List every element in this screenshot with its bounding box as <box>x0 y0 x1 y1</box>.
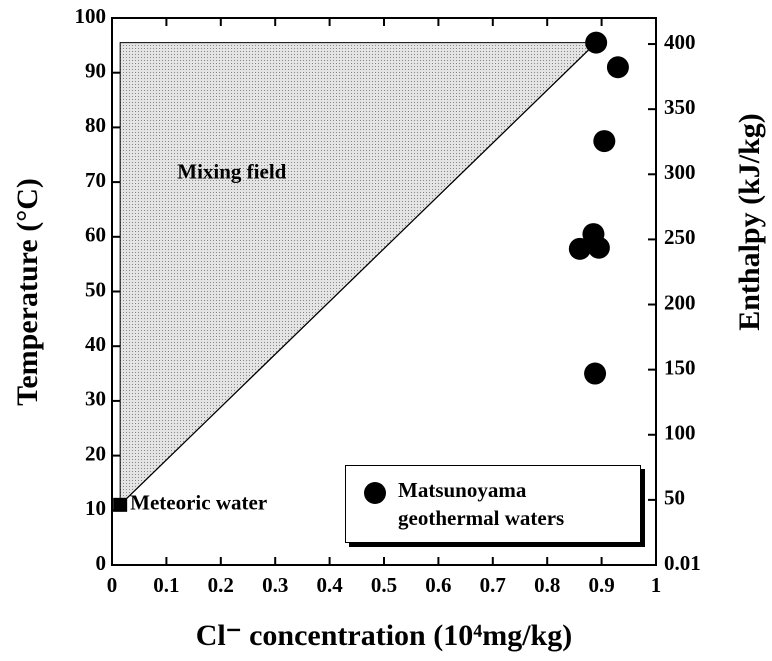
data-point <box>587 236 610 259</box>
meteoric-label: Meteoric water <box>130 491 267 515</box>
data-point <box>585 31 608 54</box>
y2-tick-label: 400 <box>664 30 696 54</box>
y2-tick-label: 100 <box>664 421 696 445</box>
x-tick-label: 0.5 <box>371 573 397 597</box>
data-point <box>584 362 607 385</box>
x-tick-label: 0.4 <box>316 573 343 597</box>
y-tick-label: 30 <box>85 387 106 411</box>
x-tick-label: 0.2 <box>208 573 234 597</box>
y-tick-label: 20 <box>85 441 106 465</box>
x-tick-label: 0.9 <box>588 573 614 597</box>
data-point <box>568 237 591 260</box>
x-tick-label: 0 <box>107 573 118 597</box>
y2-tick-label: 250 <box>664 225 696 249</box>
legend: Matsunoyama geothermal waters <box>345 465 641 543</box>
y2-tick-label: 350 <box>664 95 696 119</box>
x-tick-label: 0.7 <box>480 573 506 597</box>
y-axis-label: Temperature (°C) <box>11 178 44 406</box>
y2-tick-label: 0.01 <box>664 551 701 575</box>
y-tick-label: 100 <box>75 4 107 28</box>
y-tick-label: 60 <box>85 223 106 247</box>
y2-tick-label: 150 <box>664 355 696 379</box>
y-tick-label: 80 <box>85 113 106 137</box>
annotation: Mixing field <box>177 160 286 184</box>
y2-tick-label: 300 <box>664 160 696 184</box>
data-point <box>606 56 629 79</box>
x-tick-label: 0.1 <box>153 573 179 597</box>
x-tick-label: 0.6 <box>425 573 451 597</box>
data-point <box>593 130 616 153</box>
legend-label: Matsunoyama geothermal waters <box>398 478 565 530</box>
x-tick-label: 0.8 <box>534 573 560 597</box>
y-tick-label: 50 <box>85 277 106 301</box>
y-tick-label: 90 <box>85 59 106 83</box>
y-tick-label: 0 <box>96 551 107 575</box>
y-tick-label: 40 <box>85 332 106 356</box>
y-tick-label: 10 <box>85 496 106 520</box>
y2-axis-label: Enthalpy (kJ/kg) <box>733 113 766 331</box>
legend-marker <box>364 482 386 504</box>
y2-tick-label: 200 <box>664 290 696 314</box>
y-tick-label: 70 <box>85 168 106 192</box>
mixing-line <box>119 42 597 506</box>
x-axis-label: Cl⁻ concentration (10⁴mg/kg) <box>196 619 572 652</box>
x-tick-label: 0.3 <box>262 573 288 597</box>
meteoric-marker <box>113 497 128 512</box>
y2-tick-label: 50 <box>664 486 685 510</box>
x-tick-label: 1 <box>651 573 662 597</box>
